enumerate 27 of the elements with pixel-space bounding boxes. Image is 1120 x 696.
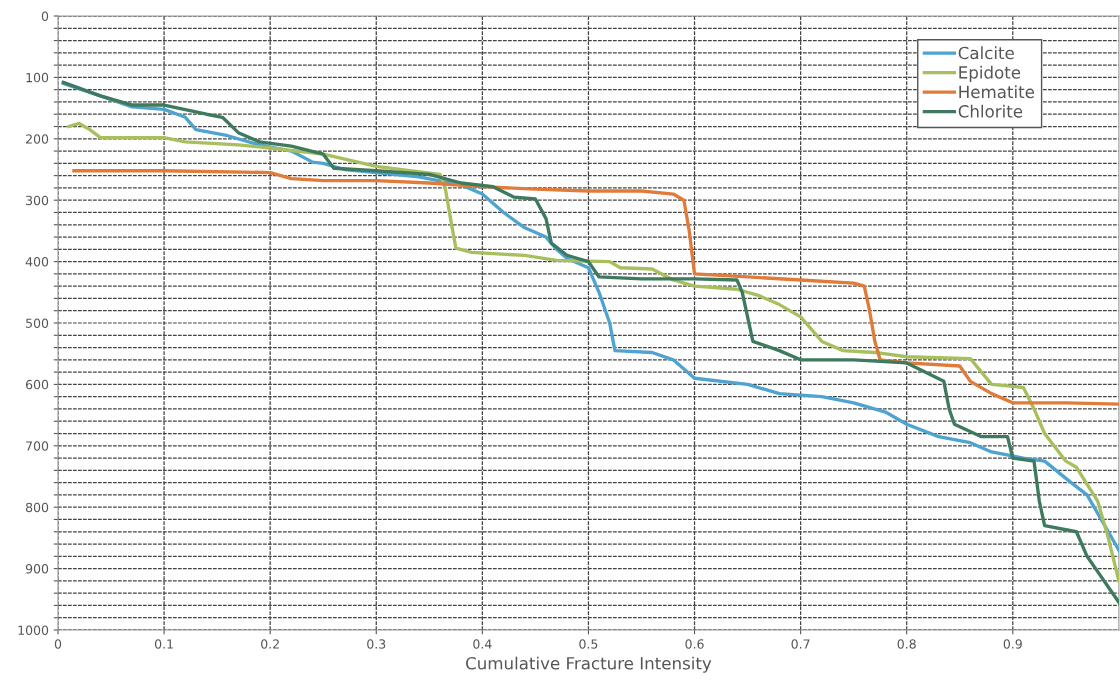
x-tick-label: 0 bbox=[54, 639, 62, 649]
x-tick-label: 0.5 bbox=[579, 639, 598, 649]
y-tick-label: 800 bbox=[25, 502, 49, 513]
y-tick-label: 0 bbox=[41, 11, 49, 21]
y-tick-label: 500 bbox=[26, 318, 49, 328]
x-tick-label: 0.1 bbox=[154, 639, 173, 649]
legend-label: Calcite bbox=[958, 46, 1014, 60]
y-tick-label: 300 bbox=[26, 195, 49, 206]
x-tick-label: 0.4 bbox=[473, 639, 492, 649]
y-tick-label: 200 bbox=[26, 134, 49, 144]
y-tick-label: 700 bbox=[26, 441, 49, 451]
legend-label: Chlorite bbox=[958, 104, 1023, 118]
line-series bbox=[72, 169, 1119, 406]
x-tick-label: 0.3 bbox=[367, 639, 386, 649]
legend-label: Epidote bbox=[959, 65, 1021, 82]
y-tick-label: 600 bbox=[25, 379, 49, 390]
y-tick-label: 900 bbox=[25, 564, 49, 574]
x-tick-label: 0.8 bbox=[897, 639, 916, 649]
y-tick-label: 400 bbox=[25, 257, 49, 267]
x-tick-label: 0.6 bbox=[685, 639, 704, 649]
y-tick-label: 100 bbox=[26, 72, 49, 83]
legend-label: Hematite bbox=[959, 85, 1035, 99]
x-tick-label: 0.7 bbox=[791, 639, 810, 649]
x-tick-label: 0.9 bbox=[1003, 639, 1022, 649]
y-tick-label: 1000 bbox=[18, 625, 49, 635]
x-axis-title: Cumulative Fracture Intensity bbox=[466, 656, 712, 673]
x-tick-label: 0.2 bbox=[261, 639, 279, 649]
